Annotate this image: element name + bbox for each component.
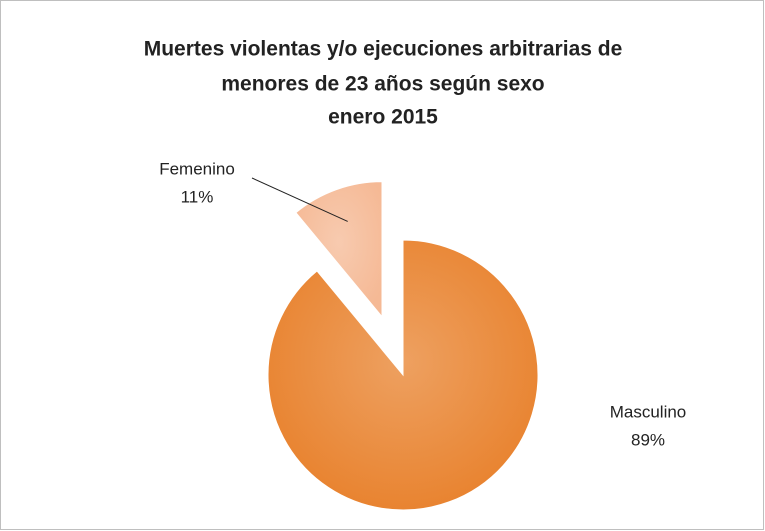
chart-title: enero 2015: [328, 106, 438, 129]
slice-value-label: 11%: [181, 187, 214, 206]
pie-slice: [267, 239, 539, 511]
leader-line: [251, 177, 348, 222]
slice-value-label: 89%: [631, 430, 665, 449]
chart-title: menores de 23 años según sexo: [221, 73, 544, 96]
pie-slice: [295, 181, 383, 319]
slice-label: Masculino: [610, 402, 687, 421]
slice-label: Femenino: [159, 159, 235, 178]
chart-title: Muertes violentas y/o ejecuciones arbitr…: [144, 38, 623, 61]
